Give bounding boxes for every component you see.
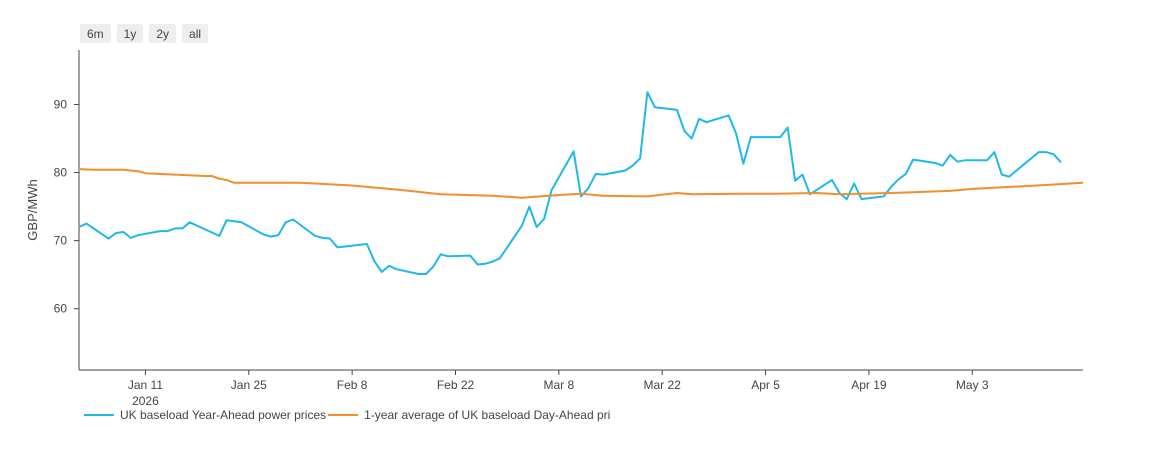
x-tick-label: Jan 11 bbox=[128, 378, 163, 392]
legend-swatch-series-1 bbox=[328, 414, 359, 416]
series-line-0 bbox=[78, 91, 1062, 275]
y-tick-label: 90 bbox=[54, 97, 68, 111]
x-tick-label: Jan 25 bbox=[231, 378, 267, 392]
range-button-all[interactable]: all bbox=[182, 24, 209, 43]
x-tick-label: May 3 bbox=[956, 378, 989, 392]
series-layer bbox=[78, 91, 1084, 275]
tick-labels: 60 70 80 90 Jan 11 2026 Jan 25 Feb 8 Feb 22 Mar 8… bbox=[54, 97, 989, 405]
y-tick-label: 60 bbox=[54, 302, 68, 316]
axes bbox=[74, 50, 1083, 375]
series-line-1 bbox=[78, 168, 1084, 199]
range-button-2y[interactable]: 2y bbox=[149, 24, 177, 43]
y-tick-label: 80 bbox=[54, 166, 68, 180]
legend-item-series-0[interactable]: UK baseload Year-Ahead power prices bbox=[84, 408, 326, 422]
x-tick-label: Mar 8 bbox=[544, 378, 575, 392]
range-selector: 6m 1y 2y all bbox=[80, 24, 209, 43]
legend-item-series-1[interactable]: 1-year average of UK baseload Day-Ahead … bbox=[328, 408, 610, 422]
legend-swatch-series-0 bbox=[84, 414, 114, 416]
legend: UK baseload Year-Ahead power prices 1-ye… bbox=[84, 408, 612, 422]
x-tick-sublabel: 2026 bbox=[132, 394, 159, 405]
x-tick-label: Apr 5 bbox=[751, 378, 780, 392]
x-tick-label: Feb 8 bbox=[337, 378, 368, 392]
line-chart: 60 70 80 90 Jan 11 2026 Jan 25 Feb 8 Feb 22 Mar 8… bbox=[25, 50, 1084, 405]
y-axis-title: GBP/MWh bbox=[25, 179, 40, 240]
x-tick-label: Feb 22 bbox=[437, 378, 475, 392]
legend-label-series-1: 1-year average of UK baseload Day-Ahead … bbox=[364, 408, 611, 422]
x-tick-label: Apr 19 bbox=[851, 378, 887, 392]
range-button-1y[interactable]: 1y bbox=[116, 24, 144, 43]
legend-label-series-0: UK baseload Year-Ahead power prices bbox=[120, 408, 327, 422]
y-tick-label: 70 bbox=[54, 234, 68, 248]
range-button-6m[interactable]: 6m bbox=[80, 24, 111, 43]
x-tick-label: Mar 22 bbox=[644, 378, 682, 392]
